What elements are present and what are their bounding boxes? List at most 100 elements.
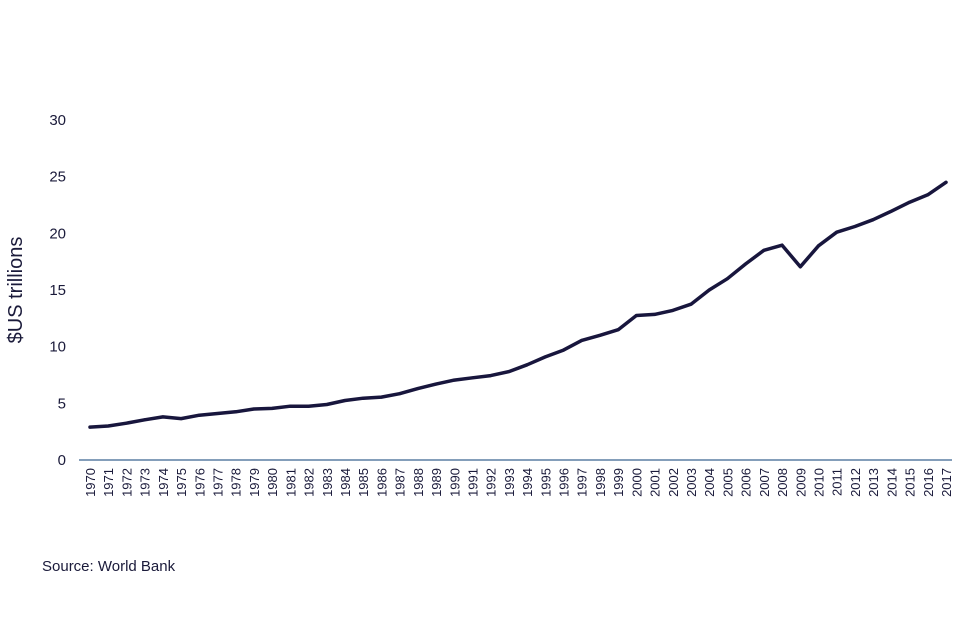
data-point-1988 (416, 387, 420, 391)
data-point-1984 (343, 399, 347, 402)
y-tick-label: 10 (49, 339, 66, 356)
data-point-2000 (634, 314, 638, 317)
x-tick-label: 1999 (611, 468, 626, 497)
x-tick-label: 1991 (465, 468, 480, 497)
x-tick-label: 2017 (939, 468, 954, 497)
data-point-1980 (270, 406, 274, 410)
data-point-1974 (161, 415, 165, 419)
data-point-1976 (197, 413, 201, 417)
x-tick-label: 2008 (775, 468, 790, 497)
y-tick-label: 30 (49, 112, 66, 129)
data-point-1985 (361, 396, 365, 400)
x-tick-label: 2015 (903, 468, 918, 497)
x-tick-label: 1987 (393, 468, 408, 497)
data-point-1971 (106, 424, 110, 428)
data-point-2008 (780, 243, 784, 247)
data-point-2004 (707, 288, 711, 292)
x-tick-label: 1983 (320, 468, 335, 497)
x-tick-label: 1973 (138, 468, 153, 497)
y-axis-title: $US trillions (5, 237, 27, 344)
data-point-2002 (671, 308, 675, 312)
data-point-1990 (452, 378, 456, 382)
data-point-1975 (179, 417, 183, 421)
data-point-2016 (926, 193, 930, 197)
data-point-2014 (889, 209, 893, 213)
x-tick-label: 1975 (174, 468, 189, 497)
data-points (88, 180, 948, 429)
data-point-1970 (88, 425, 92, 429)
x-tick-label: 1978 (229, 468, 244, 497)
data-point-2013 (871, 218, 875, 222)
data-point-1989 (434, 382, 438, 386)
source-note: Source: World Bank (42, 558, 176, 575)
y-tick-label: 0 (58, 452, 66, 469)
data-point-2017 (944, 180, 948, 184)
x-tick-label: 1974 (156, 468, 171, 497)
x-tick-label: 1995 (538, 468, 553, 497)
data-point-2012 (853, 225, 857, 229)
y-axis-ticks: 0 5 10 15 20 25 30 (49, 112, 66, 469)
data-point-1978 (234, 410, 238, 414)
x-tick-label: 2013 (866, 468, 881, 497)
x-tick-label: 1997 (575, 468, 590, 497)
y-tick-label: 5 (58, 395, 66, 412)
x-tick-label: 1990 (447, 468, 462, 497)
data-point-1972 (124, 421, 128, 425)
x-tick-label: 1985 (356, 468, 371, 497)
data-point-2011 (835, 230, 839, 234)
x-tick-label: 2003 (684, 468, 699, 497)
data-point-1996 (562, 348, 566, 352)
x-tick-label: 1984 (338, 468, 353, 497)
data-point-1995 (543, 355, 547, 359)
x-tick-label: 1972 (119, 468, 134, 497)
data-point-2009 (798, 265, 802, 269)
y-tick-label: 25 (49, 169, 66, 186)
data-point-1998 (598, 333, 602, 337)
data-point-1999 (616, 328, 620, 332)
x-tick-label: 1977 (210, 468, 225, 497)
data-point-2010 (817, 244, 821, 248)
data-point-1982 (307, 404, 311, 408)
data-point-1997 (580, 338, 584, 342)
series-line-world-gdp (88, 180, 948, 429)
data-point-1983 (325, 402, 329, 406)
x-tick-label: 1980 (265, 468, 280, 497)
x-tick-label: 1971 (101, 468, 116, 497)
data-point-1993 (507, 370, 511, 374)
x-tick-label: 1996 (557, 468, 572, 497)
x-tick-label: 2000 (629, 468, 644, 497)
x-tick-label: 1981 (283, 468, 298, 497)
x-tick-label: 1989 (429, 468, 444, 497)
data-point-1981 (288, 404, 292, 408)
y-tick-label: 15 (49, 282, 66, 299)
x-tick-label: 1982 (302, 468, 317, 497)
data-point-2005 (725, 277, 729, 281)
data-point-1987 (398, 392, 402, 396)
data-point-2001 (653, 312, 657, 316)
y-tick-label: 20 (49, 225, 66, 242)
x-tick-label: 1993 (502, 468, 517, 497)
data-point-2003 (689, 302, 693, 306)
x-axis-ticks: 1970 1971 1972 1973 1974 1975 1976 1977 1978 1979… (83, 468, 954, 497)
x-tick-label: 1979 (247, 468, 262, 497)
data-point-1991 (470, 376, 474, 380)
data-point-2007 (762, 248, 766, 252)
x-tick-label: 1994 (520, 468, 535, 497)
data-point-1994 (525, 363, 529, 367)
x-tick-label: 2010 (812, 468, 827, 497)
data-point-2015 (908, 200, 912, 204)
x-tick-label: 2007 (757, 468, 772, 497)
x-tick-label: 2006 (739, 468, 754, 497)
x-tick-label: 2012 (848, 468, 863, 497)
x-tick-label: 1970 (83, 468, 98, 497)
x-tick-label: 2011 (830, 468, 845, 496)
x-tick-label: 2005 (720, 468, 735, 497)
x-tick-label: 2014 (884, 468, 899, 497)
x-tick-label: 1992 (484, 468, 499, 497)
data-point-1977 (215, 412, 219, 416)
x-tick-label: 1976 (192, 468, 207, 497)
data-point-1973 (143, 418, 147, 422)
data-point-1986 (379, 395, 383, 399)
